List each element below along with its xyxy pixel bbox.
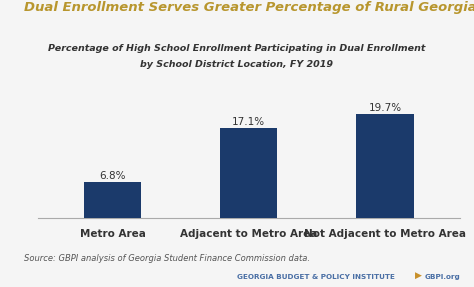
Bar xyxy=(84,182,141,218)
Text: GBPl.org: GBPl.org xyxy=(424,274,460,280)
Text: by School District Location, FY 2019: by School District Location, FY 2019 xyxy=(140,60,334,69)
Bar xyxy=(356,115,413,218)
Text: 17.1%: 17.1% xyxy=(232,117,265,127)
Text: Source: GBPI analysis of Georgia Student Finance Commission data.: Source: GBPI analysis of Georgia Student… xyxy=(24,254,310,263)
Text: ▶: ▶ xyxy=(415,271,422,280)
Text: GEORGIA BUDGET & POLICY INSTITUTE: GEORGIA BUDGET & POLICY INSTITUTE xyxy=(237,274,395,280)
Text: 6.8%: 6.8% xyxy=(100,171,126,181)
Bar xyxy=(220,128,277,218)
Text: Dual Enrollment Serves Greater Percentage of Rural Georgia: Dual Enrollment Serves Greater Percentag… xyxy=(24,1,474,14)
Text: Percentage of High School Enrollment Participating in Dual Enrollment: Percentage of High School Enrollment Par… xyxy=(48,44,426,53)
Text: 19.7%: 19.7% xyxy=(368,103,401,113)
